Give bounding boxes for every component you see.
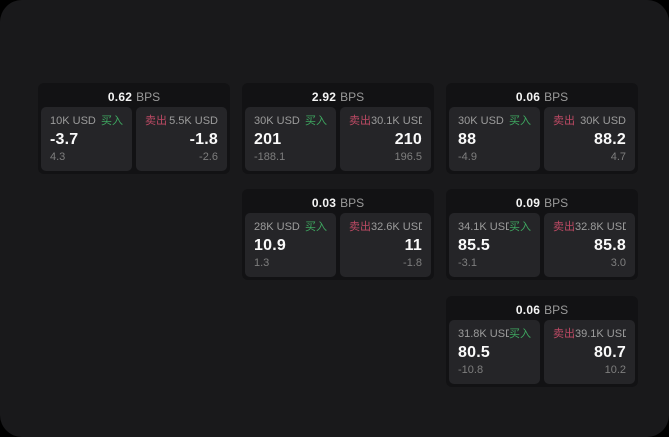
buy-delta: 1.3: [254, 257, 270, 269]
quote-card-6: 0.06 BPS 31.8K USD 买入 80.5 -10.8 卖出 39.1…: [446, 296, 638, 387]
buy-price: 80.5: [458, 344, 490, 361]
buy-panel[interactable]: 28K USD 买入 10.9 1.3: [245, 213, 336, 277]
buy-side-label: 买入: [305, 221, 327, 233]
buy-size-label: 30K USD: [458, 115, 504, 127]
bps-unit-label: BPS: [544, 89, 569, 104]
sell-price: -1.8: [189, 131, 218, 148]
buy-size-label: 34.1K USD: [458, 221, 509, 233]
buy-panel[interactable]: 31.8K USD 买入 80.5 -10.8: [449, 320, 540, 384]
sell-price: 85.8: [594, 237, 626, 254]
quote-card-1: 0.62 BPS 10K USD 买入 -3.7 4.3 卖出 5.5K USD…: [38, 83, 230, 174]
sell-delta: 196.5: [394, 151, 422, 163]
bps-header: 0.06 BPS: [449, 86, 635, 107]
sell-price: 210: [394, 131, 422, 148]
sell-size-label: 39.1K USD: [575, 328, 626, 340]
bps-unit-label: BPS: [340, 195, 365, 210]
sell-delta: 3.0: [610, 257, 626, 269]
bps-unit-label: BPS: [136, 89, 161, 104]
sell-side-label: 卖出: [553, 328, 575, 340]
buy-delta: -188.1: [254, 151, 286, 163]
quote-card-2: 2.92 BPS 30K USD 买入 201 -188.1 卖出 30.1K …: [242, 83, 434, 174]
quote-card-3: 0.06 BPS 30K USD 买入 88 -4.9 卖出 30K USD 8…: [446, 83, 638, 174]
sell-size-label: 32.6K USD: [371, 221, 422, 233]
sell-size-label: 30.1K USD: [371, 115, 422, 127]
bps-header: 0.03 BPS: [245, 192, 431, 213]
buy-delta: -10.8: [458, 364, 484, 376]
buy-size-label: 28K USD: [254, 221, 300, 233]
bps-header: 0.62 BPS: [41, 86, 227, 107]
sell-side-label: 卖出: [553, 115, 575, 127]
sell-panel[interactable]: 卖出 30K USD 88.2 4.7: [544, 107, 635, 171]
sell-delta: -1.8: [403, 257, 422, 269]
bps-value: 0.62: [107, 89, 133, 104]
buy-price: 88: [458, 131, 477, 148]
buy-size-label: 10K USD: [50, 115, 96, 127]
sell-side-label: 卖出: [145, 115, 167, 127]
bps-value: 0.06: [515, 302, 541, 317]
bps-unit-label: BPS: [340, 89, 365, 104]
buy-panel[interactable]: 30K USD 买入 88 -4.9: [449, 107, 540, 171]
buy-price: 10.9: [254, 237, 286, 254]
bps-header: 2.92 BPS: [245, 86, 431, 107]
buy-panel[interactable]: 34.1K USD 买入 85.5 -3.1: [449, 213, 540, 277]
buy-side-label: 买入: [101, 115, 123, 127]
buy-side-label: 买入: [509, 115, 531, 127]
sell-size-label: 32.8K USD: [575, 221, 626, 233]
sell-delta: 4.7: [610, 151, 626, 163]
bps-unit-label: BPS: [544, 195, 569, 210]
sell-side-label: 卖出: [349, 115, 371, 127]
sell-panel[interactable]: 卖出 30.1K USD 210 196.5: [340, 107, 431, 171]
sell-panel[interactable]: 卖出 39.1K USD 80.7 10.2: [544, 320, 635, 384]
buy-delta: -4.9: [458, 151, 477, 163]
sell-panel[interactable]: 卖出 32.6K USD 11 -1.8: [340, 213, 431, 277]
sell-size-label: 5.5K USD: [169, 115, 218, 127]
buy-panel[interactable]: 30K USD 买入 201 -188.1: [245, 107, 336, 171]
quote-card-5: 0.09 BPS 34.1K USD 买入 85.5 -3.1 卖出 32.8K…: [446, 189, 638, 280]
sell-size-label: 30K USD: [580, 115, 626, 127]
buy-price: 201: [254, 131, 282, 148]
bps-header: 0.09 BPS: [449, 192, 635, 213]
buy-size-label: 31.8K USD: [458, 328, 509, 340]
sell-delta: -2.6: [199, 151, 218, 163]
buy-panel[interactable]: 10K USD 买入 -3.7 4.3: [41, 107, 132, 171]
bps-unit-label: BPS: [544, 302, 569, 317]
buy-price: -3.7: [50, 131, 79, 148]
bps-header: 0.06 BPS: [449, 299, 635, 320]
buy-delta: -3.1: [458, 257, 477, 269]
quote-card-4: 0.03 BPS 28K USD 买入 10.9 1.3 卖出 32.6K US…: [242, 189, 434, 280]
buy-side-label: 买入: [305, 115, 327, 127]
sell-panel[interactable]: 卖出 32.8K USD 85.8 3.0: [544, 213, 635, 277]
bps-value: 0.03: [311, 195, 337, 210]
bps-value: 0.06: [515, 89, 541, 104]
buy-side-label: 买入: [509, 328, 531, 340]
buy-delta: 4.3: [50, 151, 66, 163]
sell-price: 11: [404, 237, 422, 254]
buy-price: 85.5: [458, 237, 490, 254]
bps-value: 0.09: [515, 195, 541, 210]
sell-price: 80.7: [594, 344, 626, 361]
buy-size-label: 30K USD: [254, 115, 300, 127]
sell-price: 88.2: [594, 131, 626, 148]
bps-value: 2.92: [311, 89, 337, 104]
sell-panel[interactable]: 卖出 5.5K USD -1.8 -2.6: [136, 107, 227, 171]
buy-side-label: 买入: [509, 221, 531, 233]
sell-delta: 10.2: [604, 364, 626, 376]
sell-side-label: 卖出: [349, 221, 371, 233]
sell-side-label: 卖出: [553, 221, 575, 233]
